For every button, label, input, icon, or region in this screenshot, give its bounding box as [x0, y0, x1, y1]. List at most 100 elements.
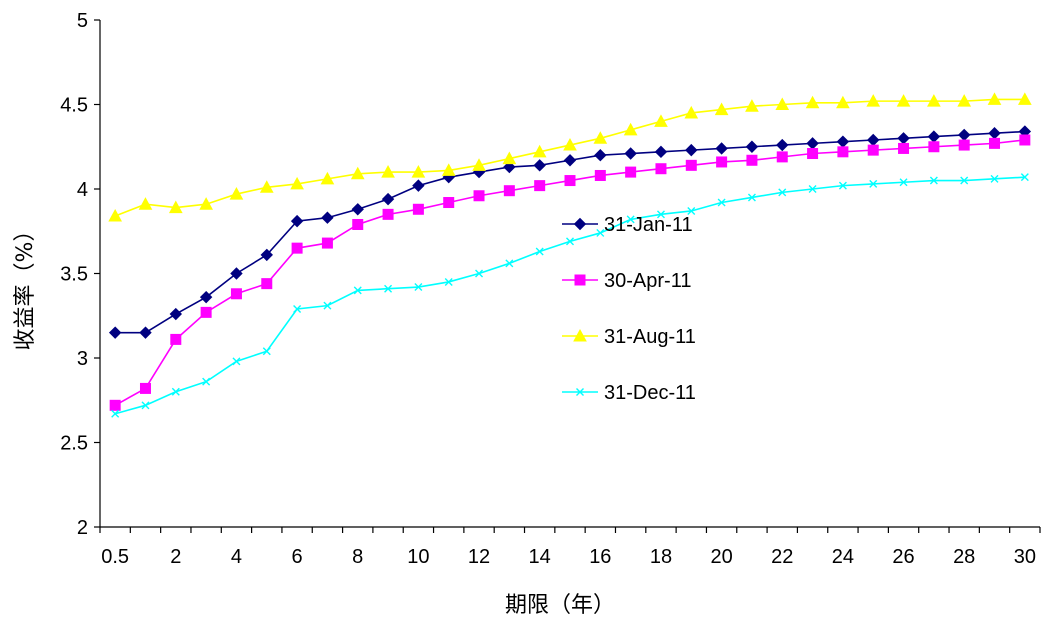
- data-point: [352, 218, 364, 230]
- data-point: [532, 144, 547, 158]
- x-tick-label: 20: [710, 546, 732, 568]
- data-point: [564, 175, 576, 187]
- data-point: [351, 203, 364, 216]
- legend-marker: [576, 388, 584, 396]
- data-point: [293, 304, 302, 313]
- data-point: [715, 142, 728, 155]
- data-point: [929, 176, 938, 185]
- data-point: [291, 242, 303, 254]
- series-31-Jan-11: [108, 125, 1032, 339]
- data-point: [260, 248, 273, 262]
- x-tick-label: 6: [292, 546, 303, 568]
- legend-label: 31-Dec-11: [604, 382, 696, 404]
- data-point: [838, 181, 847, 190]
- y-axis-ticks: 2 2.5 3 3.5 4 4.5 5: [60, 10, 100, 539]
- data-point: [867, 133, 880, 147]
- data-point: [259, 180, 274, 193]
- data-point: [654, 114, 668, 127]
- data-point: [957, 128, 971, 142]
- data-point: [624, 147, 637, 160]
- data-point: [654, 145, 668, 159]
- series-31-Dec-11: [111, 173, 1029, 418]
- data-point: [533, 159, 546, 172]
- legend-label: 30-Apr-11: [604, 270, 691, 292]
- data-point: [990, 174, 999, 183]
- data-point: [414, 283, 423, 292]
- data-point: [776, 151, 788, 163]
- data-point: [535, 247, 544, 256]
- data-point: [382, 208, 394, 220]
- y-tick-label: 3.5: [60, 264, 88, 286]
- y-tick-label: 2.5: [60, 433, 88, 455]
- data-point: [899, 178, 908, 187]
- data-point: [171, 387, 180, 396]
- data-point: [475, 269, 484, 278]
- data-point: [898, 142, 910, 154]
- data-point: [230, 267, 243, 280]
- data-point: [441, 163, 456, 176]
- series-line: [114, 176, 1025, 415]
- data-point: [262, 347, 271, 356]
- y-tick-label: 2: [77, 517, 88, 539]
- legend-item: 31-Jan-11: [562, 214, 693, 236]
- data-point: [169, 307, 183, 321]
- data-point: [987, 92, 1002, 105]
- x-tick-label: 0.5: [101, 546, 129, 568]
- data-point: [261, 278, 273, 290]
- series-31-Aug-11: [108, 92, 1032, 222]
- data-point: [505, 259, 514, 268]
- data-point: [170, 333, 182, 345]
- data-point: [202, 377, 211, 386]
- data-point: [384, 284, 393, 293]
- data-point: [957, 94, 972, 107]
- data-point: [321, 237, 333, 249]
- x-tick-label: 24: [832, 546, 854, 568]
- data-point: [534, 180, 546, 192]
- y-tick-label: 4.5: [60, 95, 88, 117]
- data-point: [836, 95, 850, 109]
- data-point: [411, 165, 426, 178]
- data-point: [746, 154, 758, 166]
- data-point: [138, 197, 153, 210]
- data-point: [381, 192, 395, 206]
- data-point: [837, 146, 849, 158]
- data-point: [350, 166, 365, 180]
- data-point: [290, 176, 304, 190]
- data-point: [685, 143, 698, 157]
- legend-item: 30-Apr-11: [562, 270, 691, 292]
- data-point: [108, 208, 123, 222]
- series-30-Apr-11: [109, 134, 1031, 411]
- axes: 22.533.544.55 0.5 2 4 6 8 10 12 14 16 18 20 22 24 26 2…: [60, 10, 1041, 568]
- data-point: [230, 288, 242, 300]
- data-point: [866, 94, 881, 107]
- data-point: [869, 179, 878, 188]
- x-tick-label: 26: [892, 546, 914, 568]
- data-point: [444, 277, 453, 286]
- data-point: [109, 399, 121, 411]
- x-tick-label: 22: [771, 546, 793, 568]
- data-point: [472, 158, 486, 171]
- data-point: [807, 148, 819, 160]
- data-point: [593, 131, 608, 144]
- data-point: [806, 137, 819, 150]
- data-point: [717, 198, 726, 207]
- data-point: [594, 169, 606, 181]
- data-point: [805, 95, 820, 109]
- data-point: [232, 357, 241, 366]
- legend-label: 31-Aug-11: [604, 326, 696, 348]
- data-point: [808, 185, 817, 193]
- legend-item: 31-Aug-11: [562, 326, 696, 348]
- data-point: [139, 382, 151, 394]
- data-point: [563, 154, 577, 167]
- legend-marker: [574, 274, 586, 286]
- data-point: [473, 190, 485, 202]
- data-point: [596, 228, 605, 237]
- data-point: [594, 148, 607, 162]
- data-point: [897, 132, 910, 145]
- data-point: [290, 214, 304, 228]
- data-point: [716, 156, 728, 168]
- data-point: [443, 197, 455, 209]
- data-point: [503, 160, 516, 174]
- data-point: [229, 187, 244, 200]
- y-tick-label: 4: [77, 179, 88, 201]
